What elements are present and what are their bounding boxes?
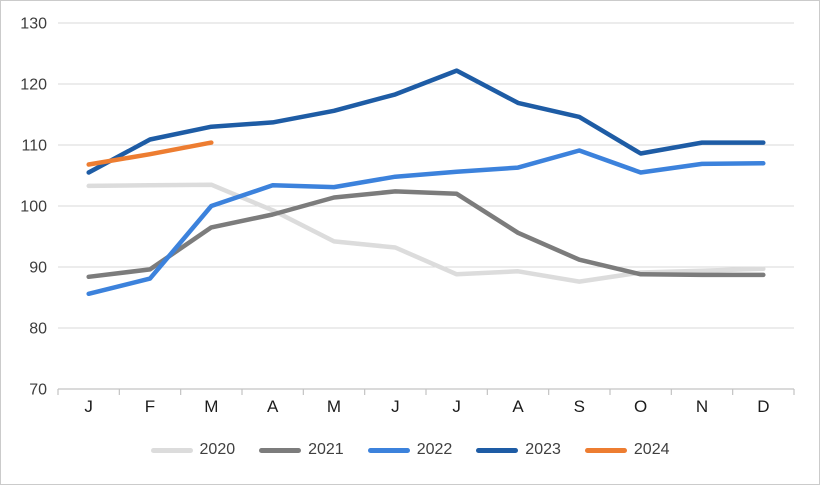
x-axis-label: J	[84, 397, 93, 416]
y-axis-label: 100	[20, 199, 47, 216]
legend-swatch-2022	[367, 447, 410, 453]
y-axis-label: 80	[29, 321, 47, 338]
x-axis-label: J	[391, 397, 400, 416]
x-axis-label: M	[204, 397, 218, 416]
legend-swatch-2020	[150, 447, 193, 453]
legend-swatch-2024	[584, 447, 627, 453]
y-axis-label: 90	[29, 260, 47, 277]
legend-label-2020: 2020	[199, 441, 236, 458]
y-axis-label: 120	[20, 77, 47, 94]
legend-item-2021: 2021	[259, 442, 344, 458]
y-axis-label: 130	[20, 16, 47, 33]
legend-label-2021: 2021	[308, 441, 344, 458]
x-axis-label: F	[145, 397, 155, 416]
x-axis-label: M	[327, 397, 341, 416]
legend-swatch-2023	[476, 447, 519, 453]
legend-label-2022: 2022	[416, 441, 453, 458]
series-line-2022	[86, 148, 766, 297]
series-line-2023	[86, 68, 766, 175]
legend-item-2024: 2024	[584, 441, 670, 458]
y-axis-label: 70	[29, 382, 47, 399]
legend-item-2020: 2020	[150, 441, 236, 458]
series-line-2021	[86, 189, 766, 280]
x-axis-label: J	[452, 397, 461, 416]
series-line-2024	[86, 140, 214, 167]
x-axis-label: A	[267, 397, 279, 416]
x-axis-label: O	[634, 397, 647, 416]
legend-item-2023: 2023	[476, 442, 561, 458]
legend-swatch-2021	[259, 447, 302, 453]
x-axis-label: D	[757, 397, 769, 416]
chart-legend: 2020 2021 2022 2023 2024	[1, 442, 819, 458]
x-axis-label: A	[512, 397, 524, 416]
legend-item-2022: 2022	[367, 441, 453, 458]
x-axis-label: N	[696, 397, 708, 416]
legend-label-2024: 2024	[633, 441, 670, 458]
y-axis-label: 110	[21, 138, 47, 155]
x-axis-label: S	[574, 397, 585, 416]
legend-label-2023: 2023	[525, 441, 561, 458]
